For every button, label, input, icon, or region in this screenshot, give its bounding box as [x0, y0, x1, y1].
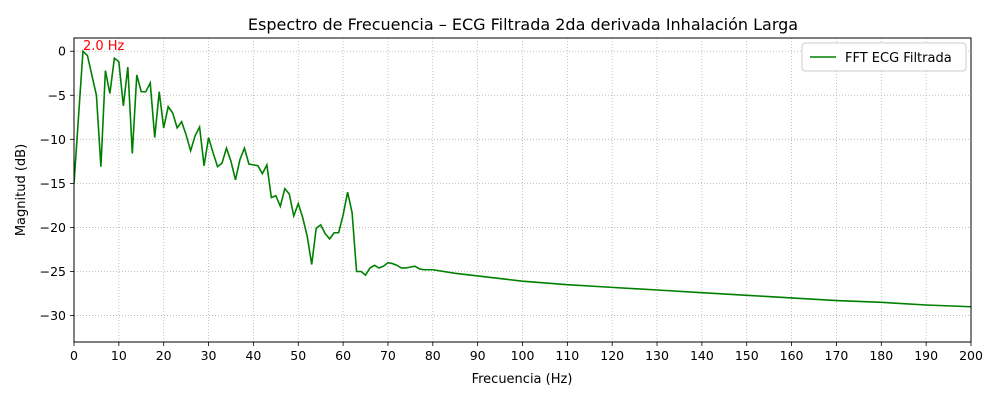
y-tick-label: −10	[40, 132, 66, 147]
x-tick-label: 200	[959, 348, 983, 363]
x-tick-label: 140	[690, 348, 714, 363]
x-tick-label: 80	[425, 348, 441, 363]
legend-box	[801, 42, 967, 72]
x-tick-label: 130	[645, 348, 669, 363]
y-tick-label: −25	[40, 264, 66, 279]
x-tick-label: 90	[470, 348, 486, 363]
y-tick-label: 0	[58, 44, 66, 59]
y-tick-label: −15	[40, 176, 66, 191]
legend: FFT ECG Filtrada	[801, 42, 967, 72]
x-tick-label: 150	[735, 348, 759, 363]
x-tick-label: 40	[245, 348, 261, 363]
x-tick-label: 30	[201, 348, 217, 363]
x-tick-label: 110	[555, 348, 579, 363]
y-axis: 0 −5 −10 −15 −20 −25 −30	[40, 44, 74, 323]
grid	[73, 38, 972, 342]
legend-label: FFT ECG Filtrada	[845, 51, 952, 66]
chart-title: Espectro de Frecuencia – ECG Filtrada 2d…	[248, 15, 798, 34]
y-tick-label: −30	[40, 308, 66, 323]
x-tick-label: 190	[914, 348, 938, 363]
x-tick-label: 20	[156, 348, 172, 363]
x-tick-label: 100	[511, 348, 535, 363]
plot-area-clip	[74, 49, 971, 308]
x-tick-label: 0	[70, 348, 78, 363]
x-tick-label: 120	[600, 348, 624, 363]
peak-annotation: 2.0 Hz	[83, 39, 125, 54]
x-tick-label: 160	[780, 348, 804, 363]
x-tick-label: 10	[111, 348, 127, 363]
y-axis-label: Magnitud (dB)	[14, 144, 29, 236]
x-tick-label: 50	[290, 348, 306, 363]
y-tick-label: −5	[48, 88, 66, 103]
series-line-fft-ecg-filtrada	[74, 49, 971, 308]
x-axis-label: Frecuencia (Hz)	[472, 372, 573, 387]
y-tick-label: −20	[40, 220, 66, 235]
x-axis: 0 10 20 30 40 50 60 70 80 90 100 110 120 130 140 150 160…	[70, 342, 983, 363]
x-tick-label: 70	[380, 348, 396, 363]
x-tick-label: 170	[825, 348, 849, 363]
x-tick-label: 60	[335, 348, 351, 363]
x-tick-label: 180	[869, 348, 893, 363]
